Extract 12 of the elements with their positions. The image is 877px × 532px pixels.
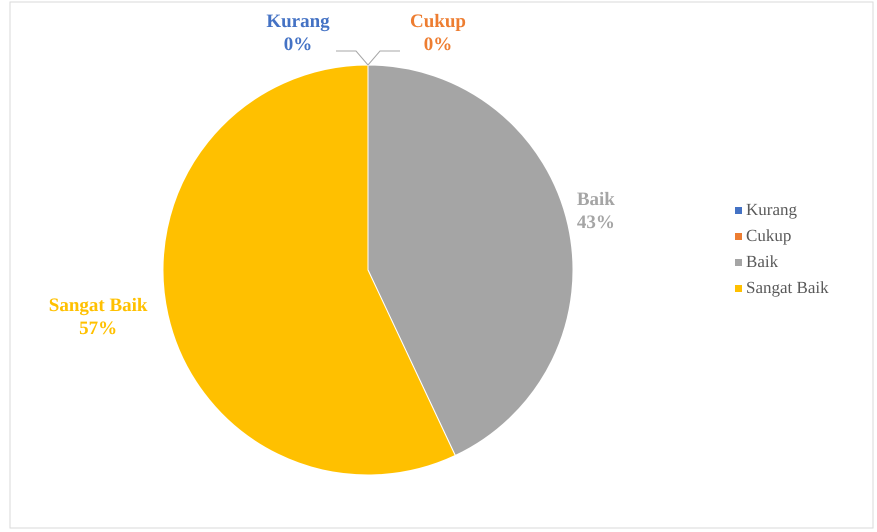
slice-label: Baik [576,188,616,210]
legend-label: Sangat Baik [746,278,830,297]
text: 0% [284,34,312,55]
legend-label: Baik [746,252,779,271]
legend-label: Cukup [746,226,792,245]
data-label: 43% [576,212,615,233]
category-label: Cukup [410,11,466,32]
slice-label: Sangat Baik [48,295,148,316]
category-label: Kurang [266,11,330,32]
text: 0% [424,34,452,55]
legend-label: Kurang [746,200,798,219]
data-label: 57% [79,318,118,340]
